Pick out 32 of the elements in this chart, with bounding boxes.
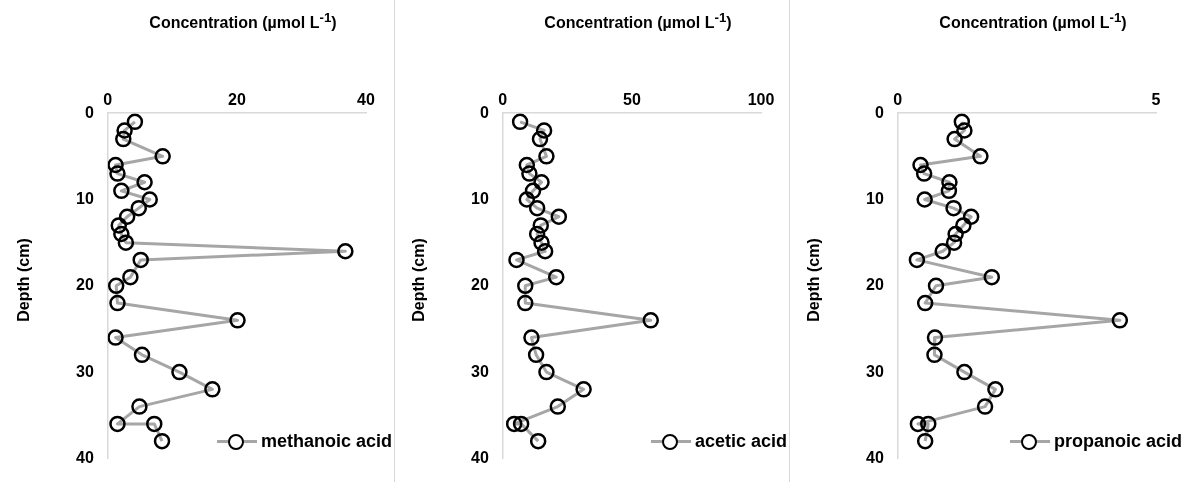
y-tick-label: 10 — [471, 189, 489, 207]
y-tick-label: 40 — [471, 448, 489, 466]
y-axis-title: Depth (cm) — [410, 238, 428, 322]
x-tick-label: 5 — [1151, 91, 1161, 109]
y-tick-label: 0 — [84, 103, 94, 121]
legend-label: methanoic acid — [260, 431, 392, 453]
y-tick-label: 30 — [76, 362, 94, 380]
y-axis-title: Depth (cm) — [805, 238, 823, 322]
x-tick-label: 0 — [103, 91, 113, 109]
x-tick-label: 20 — [228, 91, 246, 109]
y-tick-label: 10 — [76, 189, 94, 207]
x-axis-title: Concentration (µmol L$^{-1}$) — [938, 10, 1128, 33]
x-tick-label: 40 — [357, 91, 375, 109]
y-tick-label: 30 — [471, 362, 489, 380]
y-tick-label: 0 — [874, 103, 884, 121]
y-tick-label: 20 — [76, 276, 94, 294]
x-tick-label: 100 — [747, 91, 775, 109]
legend-label: propanoic acid — [1053, 431, 1182, 453]
x-axis-title: Concentration (µmol L$^{-1}$) — [543, 10, 733, 33]
legend-label: acetic acid — [694, 431, 787, 453]
y-tick-label: 30 — [866, 362, 884, 380]
x-tick-label: 0 — [498, 91, 508, 109]
y-tick-label: 20 — [471, 276, 489, 294]
y-tick-label: 40 — [866, 448, 884, 466]
y-tick-label: 20 — [866, 276, 884, 294]
y-tick-label: 0 — [479, 103, 489, 121]
y-axis-title: Depth (cm) — [15, 238, 33, 322]
x-tick-label: 0 — [893, 91, 903, 109]
y-tick-label: 10 — [866, 189, 884, 207]
x-tick-label: 50 — [623, 91, 641, 109]
y-tick-label: 40 — [76, 448, 94, 466]
x-axis-title: Concentration (µmol L$^{-1}$) — [148, 10, 338, 33]
